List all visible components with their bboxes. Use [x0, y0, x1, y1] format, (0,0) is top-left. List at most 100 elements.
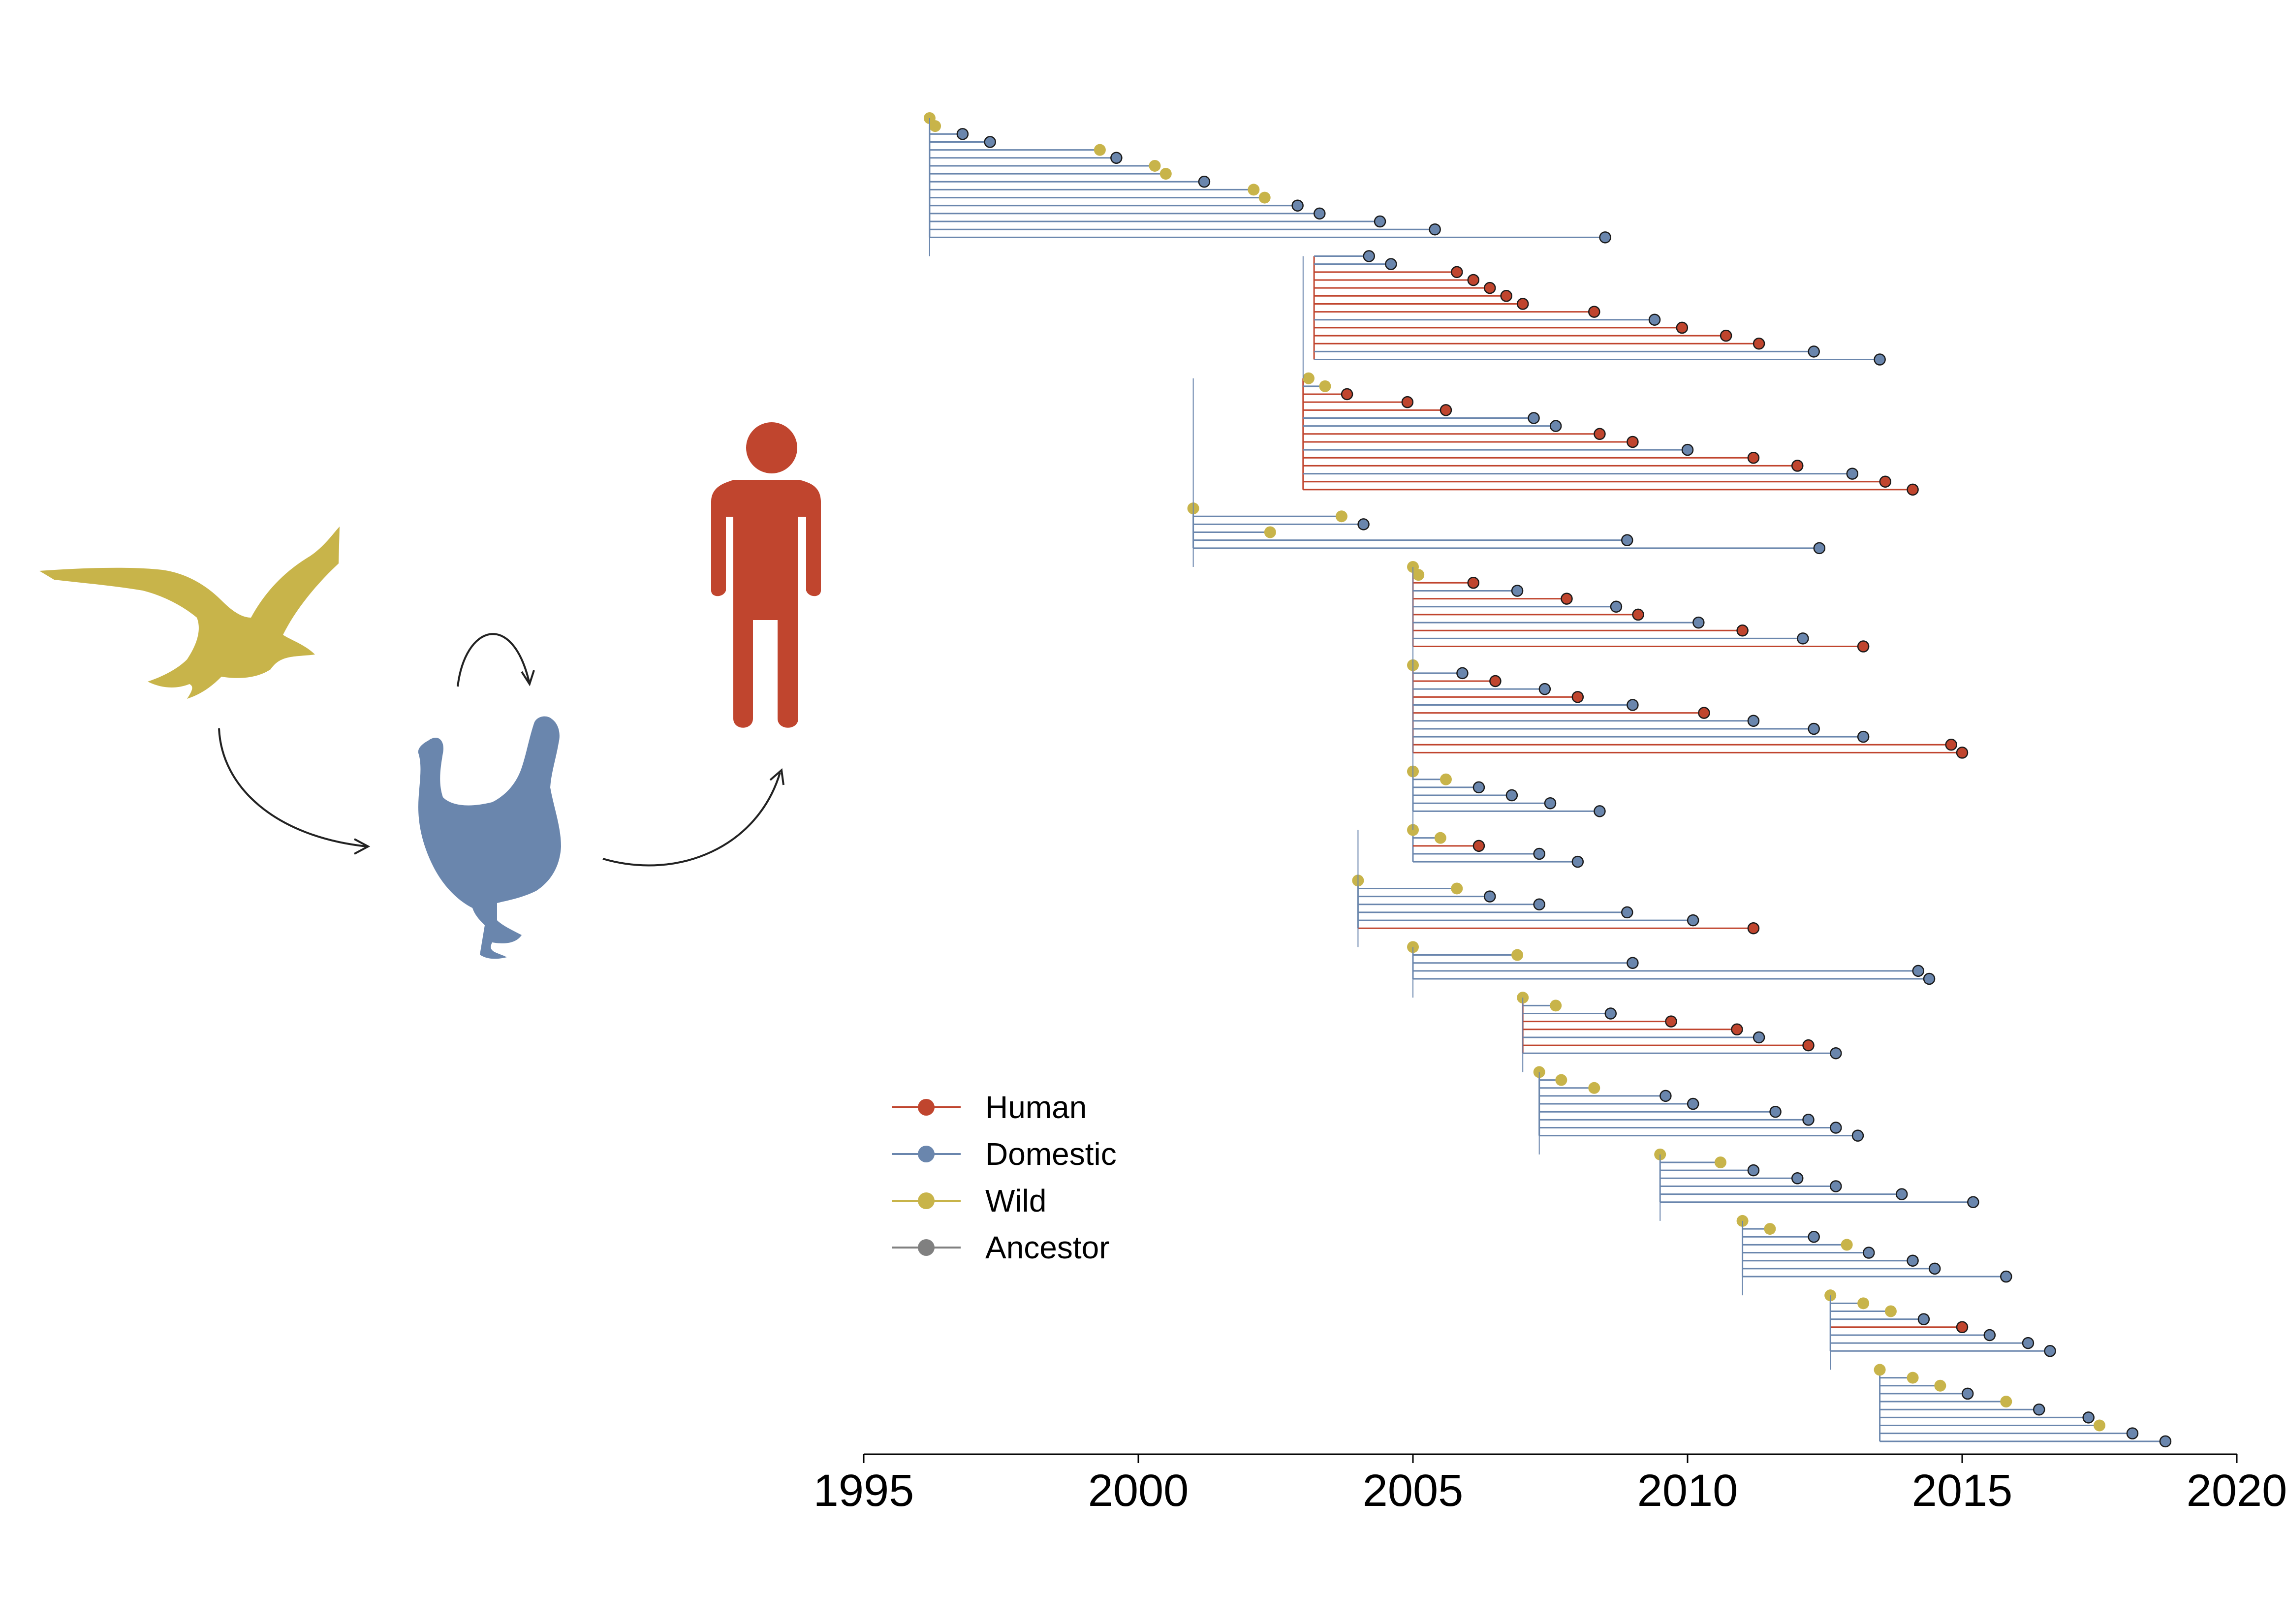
x-axis: 1995 2000 2005 2010 2015 2020 [814, 1453, 2286, 1516]
tip-point [1599, 231, 1611, 244]
tip-point [2094, 1419, 2105, 1432]
tip-point [1516, 298, 1529, 310]
tip-point [1538, 683, 1551, 695]
clade [1407, 824, 1584, 868]
clade [1654, 1148, 1979, 1209]
tip-point [2159, 1435, 2172, 1448]
tip-point [1094, 144, 1106, 156]
tip-point [1857, 640, 1870, 653]
tip-point [1341, 388, 1353, 401]
tip-point [1934, 1379, 1946, 1392]
legend-label: Wild [985, 1183, 1046, 1218]
arrow-domestic-loop [457, 633, 530, 687]
tip-point [1802, 1039, 1815, 1052]
tip-point [1660, 1090, 1672, 1102]
tip-point [1385, 258, 1397, 270]
tip-point [1720, 329, 1732, 342]
tip-point [1846, 468, 1859, 480]
clade [1407, 561, 1870, 653]
tip-point [1627, 957, 1639, 969]
tip-point [1335, 510, 1347, 523]
tip-point [1571, 691, 1584, 703]
x-tick-label: 2010 [1637, 1466, 1738, 1516]
chicken-icon [418, 716, 561, 959]
tip-point [1549, 420, 1562, 432]
tip-point [1456, 667, 1469, 680]
tip-point [1374, 215, 1386, 228]
tip-point [1451, 882, 1463, 895]
tip-point [1627, 699, 1639, 711]
tip-point [1764, 1223, 1776, 1235]
tip-point [1258, 191, 1271, 204]
clade [1302, 372, 1919, 496]
tip-point [1857, 1297, 1870, 1310]
tip-point [1467, 577, 1480, 589]
legend-item: Human [892, 1090, 1087, 1125]
tip-point [1917, 1313, 1930, 1325]
tip-point [1412, 569, 1425, 581]
tip-point [1451, 266, 1463, 279]
tip-point [1533, 898, 1545, 911]
tip-point [1434, 832, 1446, 844]
tip-point [1110, 152, 1123, 164]
tip-point [1687, 914, 1699, 927]
tip-point [1923, 972, 1936, 985]
tip-point [1692, 616, 1705, 629]
tip-point [1747, 715, 1760, 727]
tip-point [1149, 159, 1161, 172]
tip-point [1676, 321, 1689, 334]
tip-point [1500, 290, 1512, 302]
tip-point [1967, 1196, 1979, 1209]
tip-point [1440, 404, 1452, 416]
host-illustration [39, 422, 821, 959]
tip-point [1264, 526, 1276, 538]
tip-point [1945, 739, 1957, 751]
tip-point [1621, 534, 1633, 546]
tip-point [2126, 1427, 2139, 1439]
tip-point [1511, 949, 1524, 961]
tip-point [1561, 593, 1573, 605]
tip-point [1555, 1074, 1567, 1086]
tip-point [1808, 722, 1820, 735]
tip-point [1907, 483, 1919, 496]
tip-point [1791, 460, 1804, 472]
tip-point [1429, 223, 1441, 236]
tip-point [1291, 199, 1304, 212]
tip-point [1731, 1023, 1743, 1036]
tip-point [1483, 281, 1496, 294]
tip-point [1610, 600, 1623, 613]
tip-point [1533, 847, 1545, 860]
tip-point [1808, 345, 1820, 358]
tip-point [2033, 1403, 2045, 1416]
tip-point [1248, 184, 1260, 196]
x-tick-label: 2020 [2187, 1466, 2286, 1516]
tip-point [1907, 1254, 1919, 1267]
tip-point [1588, 1082, 1600, 1094]
tip-point [2044, 1345, 2056, 1357]
tip-point [1874, 1364, 1886, 1376]
clade [1533, 1066, 1864, 1142]
tip-point [984, 136, 996, 148]
tip-point [1472, 781, 1485, 794]
clade [1313, 250, 1886, 366]
tip-point [1550, 999, 1562, 1012]
tip-point [1857, 730, 1870, 743]
tip-point [1907, 1372, 1919, 1384]
clade [1187, 502, 1826, 555]
tip-point [1851, 1129, 1864, 1142]
tip-point [1841, 1239, 1853, 1251]
arrowhead-domestic-to-human [769, 768, 784, 785]
tip-point [1489, 675, 1502, 687]
clade [1824, 1289, 2056, 1357]
wild-bird-icon [39, 527, 340, 699]
tip-point [2082, 1411, 2095, 1424]
clade [1352, 874, 1760, 935]
tip-point [929, 120, 941, 132]
tip-point [1363, 250, 1375, 262]
tip-point [1159, 168, 1172, 180]
tip-point [1467, 274, 1480, 286]
tip-point [1928, 1262, 1941, 1275]
tip-point [1357, 518, 1370, 531]
tip-point [956, 128, 969, 140]
